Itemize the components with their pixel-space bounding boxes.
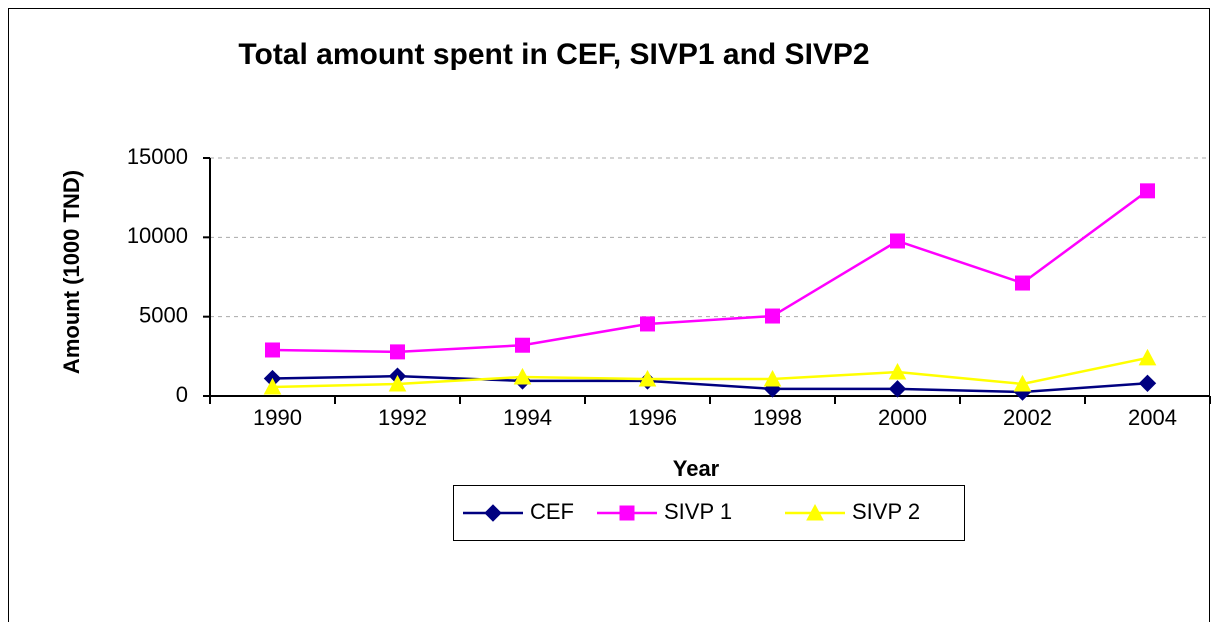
marker [640, 316, 655, 332]
marker [484, 504, 502, 522]
x-tick-label: 1990 [253, 405, 302, 430]
marker [890, 233, 905, 249]
marker [388, 374, 407, 392]
marker [390, 344, 405, 360]
y-tick-label: 10000 [127, 223, 188, 248]
x-tick-label: 1994 [503, 405, 552, 430]
y-tick-label: 15000 [127, 144, 188, 169]
x-tick-label: 2002 [1003, 405, 1052, 430]
marker [1140, 183, 1155, 199]
legend-label: SIVP 1 [664, 499, 732, 524]
legend-box [453, 485, 965, 541]
marker [765, 308, 780, 324]
marker [888, 380, 907, 398]
x-tick-label: 1998 [753, 405, 802, 430]
y-axis-label: Amount (1000 TND) [59, 170, 84, 374]
marker [265, 342, 280, 358]
marker [1015, 275, 1030, 291]
legend-label: CEF [530, 499, 574, 524]
y-tick-label: 0 [176, 382, 188, 407]
legend-label: SIVP 2 [852, 499, 920, 524]
x-tick-label: 1996 [628, 405, 677, 430]
series-line [272, 189, 1149, 354]
marker [806, 503, 824, 521]
marker [1138, 348, 1157, 366]
x-tick-label: 2000 [878, 405, 927, 430]
series-line [272, 356, 1148, 389]
marker [1013, 374, 1032, 392]
marker [638, 369, 657, 387]
marker [515, 337, 530, 353]
marker [513, 367, 532, 385]
marker [263, 377, 282, 395]
marker [888, 362, 907, 380]
x-tick-label: 2004 [1128, 405, 1177, 430]
marker [763, 369, 782, 387]
marker [1138, 374, 1157, 393]
x-tick-label: 1992 [378, 405, 427, 430]
x-axis-label: Year [673, 456, 720, 481]
chart-title: Total amount spent in CEF, SIVP1 and SIV… [238, 38, 869, 71]
marker [619, 505, 635, 521]
series-line [272, 374, 1148, 394]
y-tick-label: 5000 [139, 302, 188, 327]
